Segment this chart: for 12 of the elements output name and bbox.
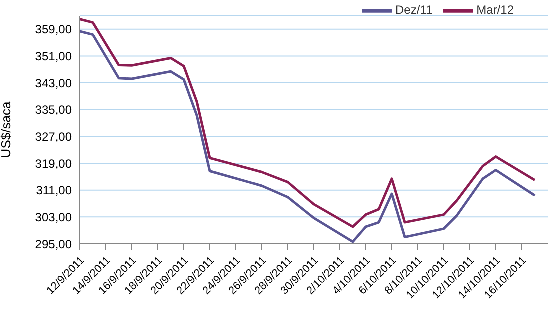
y-tick-label: 359,00 (35, 22, 72, 37)
legend-label: Mar/12 (476, 3, 514, 18)
y-tick-label: 295,00 (35, 237, 72, 252)
y-tick-label: 311,00 (36, 184, 72, 198)
y-tick-label: 303,00 (35, 210, 72, 224)
legend-label: Dez/11 (396, 3, 433, 18)
y-tick-label: 343,00 (35, 76, 72, 90)
y-tick-label: 351,00 (35, 49, 72, 64)
y-tick-label: 327,00 (35, 130, 72, 144)
y-tick-label: 319,00 (35, 156, 72, 171)
y-tick-label: 335,00 (35, 103, 72, 118)
y-axis-title: US$/saca (0, 101, 14, 158)
